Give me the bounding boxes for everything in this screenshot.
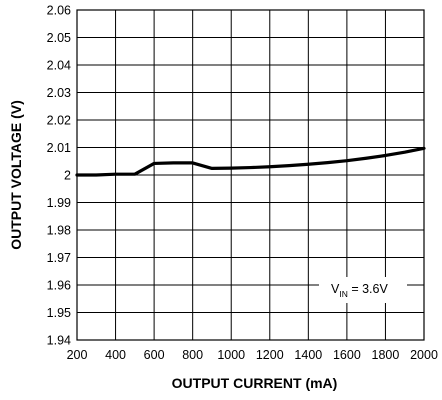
y-tick-label: 2 <box>64 169 71 183</box>
y-tick-label: 2.06 <box>47 4 71 18</box>
y-tick-label: 2.04 <box>47 59 71 73</box>
annotation-sub: IN <box>339 289 348 299</box>
x-tick-label: 1400 <box>294 348 322 362</box>
x-tick-label: 800 <box>182 348 203 362</box>
vin-annotation: VIN = 3.6V <box>319 277 407 303</box>
series-layer <box>75 146 426 177</box>
y-tick-label: 2.02 <box>47 114 71 128</box>
grid <box>76 9 425 341</box>
x-axis-title: OUTPUT CURRENT (mA) <box>172 375 338 391</box>
y-tick-label: 1.96 <box>47 279 71 293</box>
x-tick-label: 2000 <box>410 348 438 362</box>
x-tick-label: 1000 <box>217 348 245 362</box>
y-tick-label: 1.98 <box>47 224 71 238</box>
x-tick-label: 400 <box>105 348 126 362</box>
y-tick-label: 2.01 <box>47 141 71 155</box>
x-tick-label: 1200 <box>256 348 284 362</box>
y-tick-label: 1.99 <box>47 196 71 210</box>
y-tick-label: 1.94 <box>47 334 71 348</box>
x-tick-label: 200 <box>67 348 88 362</box>
annotation-rest: = 3.6V <box>348 282 389 296</box>
y-tick-label: 2.05 <box>47 31 71 45</box>
y-axis-title: OUTPUT VOLTAGE (V) <box>8 100 24 250</box>
y-tick-label: 2.03 <box>47 86 71 100</box>
x-tick-label: 600 <box>144 348 165 362</box>
series-line <box>75 146 426 177</box>
annotation-main: V <box>331 282 340 296</box>
tick-labels: 200 400 600 800 1000 1200 1400 1600 1800 2000 2.06… <box>47 4 438 363</box>
x-tick-label: 1600 <box>333 348 361 362</box>
y-tick-label: 1.95 <box>47 306 71 320</box>
x-tick-label: 1800 <box>372 348 400 362</box>
annotation-background <box>319 277 407 303</box>
annotation-text: VIN = 3.6V <box>331 282 388 299</box>
y-tick-label: 1.97 <box>47 251 71 265</box>
